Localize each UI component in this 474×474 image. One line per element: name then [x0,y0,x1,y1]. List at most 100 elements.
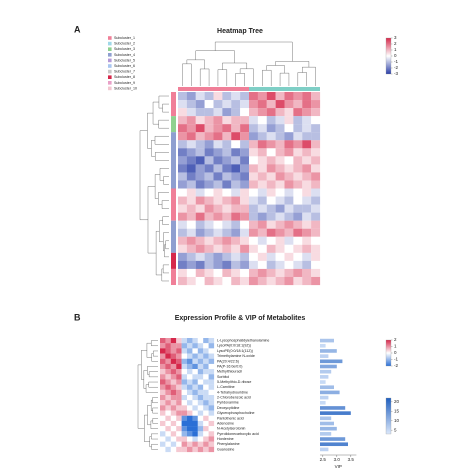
row-label: L-Carnitine [217,385,235,389]
heatmap-cell [186,172,196,181]
heatmap-cell [240,132,250,141]
heatmap-cell [176,426,182,432]
legend-label: Subcluster_2 [114,42,135,46]
legend-label: Subcluster_5 [114,58,135,62]
heatmap-cell [192,420,198,427]
heatmap-cell [284,156,294,165]
heatmap-cell [231,156,241,165]
heatmap-cell [240,228,250,237]
heatmap-cell [275,172,285,181]
heatmap-cell [160,348,166,354]
heatmap-cell [257,212,267,221]
heatmap-cell [197,400,204,406]
heatmap-cell [302,164,312,173]
heatmap-cell [204,220,214,229]
heatmap-cell [275,236,285,245]
heatmap-cell [257,276,267,286]
colorbar-tick-label: 1 [394,47,397,52]
heatmap-cell [222,92,232,101]
heatmap-cell [203,415,209,422]
heatmap-cell [186,132,196,141]
heatmap-cell [204,92,214,101]
heatmap-cell [284,276,294,286]
heatmap-cell [311,148,321,157]
heatmap-cell [181,379,188,385]
heatmap-cell [240,92,250,101]
heatmap-cell [203,338,209,344]
panel-label: B [74,312,81,322]
heatmap-cell [222,116,232,125]
heatmap-cell [266,212,276,221]
heatmap-cell [311,188,321,197]
heatmap-cell [275,212,285,221]
legend-label: Subcluster_6 [114,64,135,68]
heatmap-cell [275,196,285,205]
colorbar [385,397,392,435]
heatmap-cell [213,276,223,286]
heatmap-cell [293,220,303,229]
group-bar [249,87,320,91]
heatmap-cell [186,116,196,125]
heatmap-cell [311,220,321,229]
heatmap-cell [266,108,276,117]
heatmap-cell [275,252,285,261]
heatmap-cell [266,116,276,125]
heatmap-cell [240,276,250,286]
heatmap-cell [165,405,171,411]
heatmap-cell [266,132,276,141]
heatmap-cell [192,374,198,380]
heatmap-cell [222,156,232,165]
heatmap-cell [293,188,303,197]
heatmap-cell [213,252,223,261]
heatmap-cell [181,384,188,390]
heatmap-cell [170,358,177,365]
heatmap-cell [293,164,303,173]
heatmap-cell [266,164,276,173]
heatmap-cell [222,188,232,197]
heatmap-cell [208,389,215,396]
x-tick-label: 3.0 [334,457,341,462]
heatmap-cell [257,100,267,109]
heatmap-cell [160,441,166,447]
heatmap-cell [275,220,285,229]
heatmap-cell [176,400,182,406]
colorbar-tick-label: -2 [394,65,398,70]
cluster-bar [171,92,176,117]
heatmap-cell [165,426,171,432]
heatmap-cell [178,124,187,133]
heatmap-cell [231,116,241,125]
heatmap-cell [311,172,321,181]
heatmap-cell [293,252,303,261]
heatmap-cell [222,220,232,229]
heatmap-cell [204,204,214,213]
heatmap-cell [192,426,198,432]
heatmap-cell [311,252,321,261]
heatmap-cell [266,260,276,270]
heatmap-cell [192,369,198,375]
heatmap-cell [240,108,250,117]
heatmap-cell [186,268,196,278]
heatmap-cell [257,228,267,237]
heatmap-cell [266,188,276,197]
heatmap-cell [240,116,250,125]
heatmap-cell [181,400,188,406]
heatmap-cell [195,244,205,253]
heatmap-cell [222,212,232,221]
heatmap-cell [187,374,193,380]
heatmap-cell [186,260,196,270]
heatmap-cell [165,431,171,437]
heatmap-cell [197,374,204,380]
bar [320,395,329,400]
heatmap-cell [176,410,182,416]
heatmap-cell [181,353,188,359]
heatmap-cell [160,379,166,385]
heatmap-cell [195,132,205,141]
heatmap-cell [195,268,205,278]
bar [320,354,329,358]
heatmap-cell [197,353,204,359]
heatmap-cell [257,140,267,149]
heatmap-cell [231,100,241,109]
heatmap-cell [195,196,205,205]
bar [320,426,337,431]
heatmap-cell [284,140,294,149]
